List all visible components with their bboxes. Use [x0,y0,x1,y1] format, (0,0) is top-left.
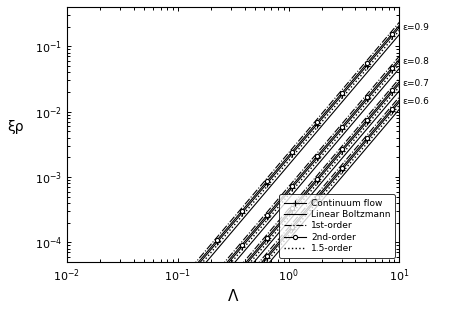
1.5-order [273,248,279,252]
Y-axis label: ξρ: ξρ [7,120,24,134]
Text: ε=0.6: ε=0.6 [402,97,429,106]
1.5-order [304,212,310,216]
1st-order [304,204,310,208]
Text: ε=0.8: ε=0.8 [402,57,429,66]
Continuum flow [304,209,310,213]
Line: Linear Boltzmann: Linear Boltzmann [67,109,400,311]
Line: 1.5-order: 1.5-order [67,105,400,311]
Legend: Continuum flow, Linear Boltzmann, 1st-order, 2nd-order, 1.5-order: Continuum flow, Linear Boltzmann, 1st-or… [279,194,395,258]
2nd-order [397,98,402,102]
Continuum flow [397,100,402,104]
1.5-order [397,103,402,107]
Text: ε=0.7: ε=0.7 [402,79,429,88]
1st-order [273,240,279,244]
Linear Boltzmann [273,253,279,256]
Linear Boltzmann [306,214,311,218]
X-axis label: Λ: Λ [228,289,238,304]
Continuum flow [306,207,311,211]
Continuum flow [273,246,279,249]
Line: Continuum flow: Continuum flow [64,99,402,311]
Text: ε=0.9: ε=0.9 [402,23,429,32]
2nd-order [273,244,279,247]
2nd-order [304,207,310,211]
1st-order [306,202,311,206]
Linear Boltzmann [304,216,310,220]
Linear Boltzmann [397,107,402,111]
1st-order [397,95,402,99]
2nd-order [306,205,311,209]
1.5-order [306,210,311,214]
Line: 2nd-order: 2nd-order [65,98,401,311]
Line: 1st-order: 1st-order [67,97,400,311]
